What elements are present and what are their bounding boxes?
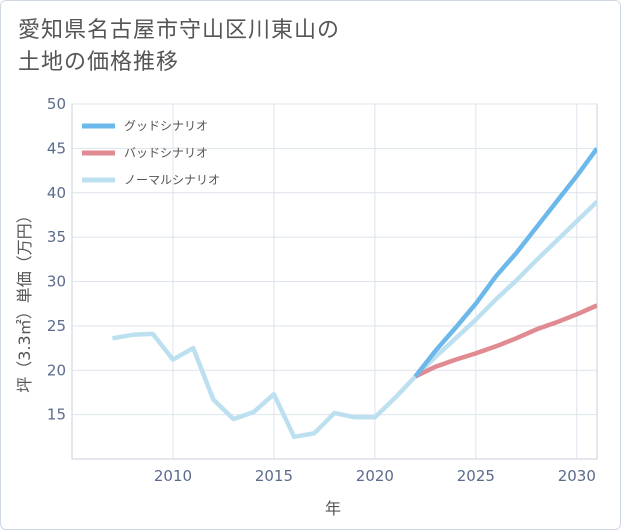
x-tick-label: 2025 bbox=[457, 467, 495, 485]
x-axis-title: 年 bbox=[325, 499, 341, 518]
y-tick-label: 40 bbox=[47, 184, 66, 202]
x-tick-label: 2015 bbox=[255, 467, 293, 485]
y-tick-label: 50 bbox=[47, 95, 66, 113]
chart-title: 愛知県名古屋市守山区川東山の 土地の価格推移 bbox=[18, 15, 438, 79]
series-lines bbox=[112, 147, 597, 440]
x-tick-label: 2010 bbox=[154, 467, 192, 485]
y-tick-label: 30 bbox=[47, 273, 66, 291]
y-tick-label: 45 bbox=[47, 139, 66, 157]
series-line-2 bbox=[112, 199, 597, 440]
chart-title-line1: 愛知県名古屋市守山区川東山の bbox=[18, 18, 341, 43]
x-tick-label: 2020 bbox=[356, 467, 394, 485]
legend-label: ノーマルシナリオ bbox=[124, 173, 220, 187]
legend-label: バッドシナリオ bbox=[124, 146, 208, 160]
y-tick-label: 20 bbox=[47, 361, 66, 379]
gridlines bbox=[72, 103, 597, 459]
y-tick-label: 25 bbox=[47, 317, 66, 335]
series-line-1 bbox=[414, 303, 597, 379]
y-axis-title: 坪（3.3㎡）単価（万円） bbox=[15, 207, 34, 392]
chart-title-line2: 土地の価格推移 bbox=[18, 50, 180, 75]
y-tick-label: 35 bbox=[47, 228, 66, 246]
y-tick-label: 15 bbox=[47, 406, 66, 424]
series-line-0 bbox=[413, 147, 597, 378]
legend-label: グッドシナリオ bbox=[124, 119, 208, 133]
x-tick-label: 2030 bbox=[558, 467, 596, 485]
